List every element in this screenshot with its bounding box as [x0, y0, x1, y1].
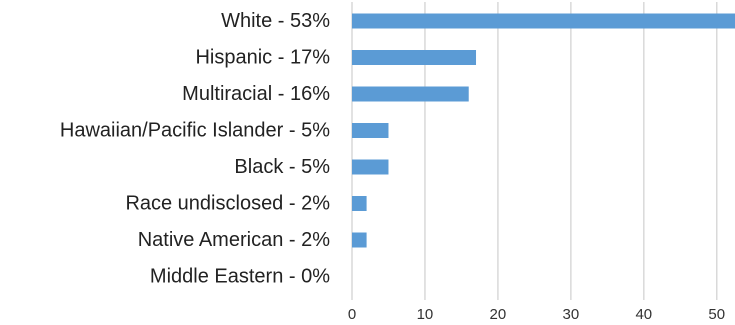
category-label: Multiracial - 16% — [182, 83, 330, 105]
x-tick-label: 30 — [563, 306, 580, 323]
category-label: Native American - 2% — [138, 229, 331, 251]
x-tick-labels: 0 10 20 30 40 50 — [348, 306, 725, 323]
bar — [352, 232, 367, 248]
x-tick-label: 50 — [708, 306, 725, 323]
category-label: White - 53% — [221, 10, 330, 32]
bar — [352, 86, 469, 102]
x-tick-label: 10 — [417, 306, 434, 323]
category-label: Black - 5% — [234, 156, 330, 178]
bar — [352, 123, 389, 138]
category-label: Hispanic - 17% — [195, 47, 330, 69]
category-label: Middle Eastern - 0% — [150, 266, 330, 288]
bar — [352, 13, 735, 29]
bars — [352, 13, 735, 248]
x-tick-label: 0 — [348, 306, 356, 323]
bar — [352, 159, 389, 175]
x-tick-label: 20 — [490, 306, 507, 323]
category-label: Race undisclosed - 2% — [125, 193, 330, 215]
bar — [352, 50, 477, 65]
gridlines — [351, 2, 718, 300]
x-tick-label: 40 — [635, 306, 652, 323]
category-label: Hawaiian/Pacific Islander - 5% — [60, 120, 330, 142]
category-labels: White - 53% Hispanic - 17% Multiracial - 1… — [60, 10, 330, 288]
bar — [352, 196, 367, 211]
